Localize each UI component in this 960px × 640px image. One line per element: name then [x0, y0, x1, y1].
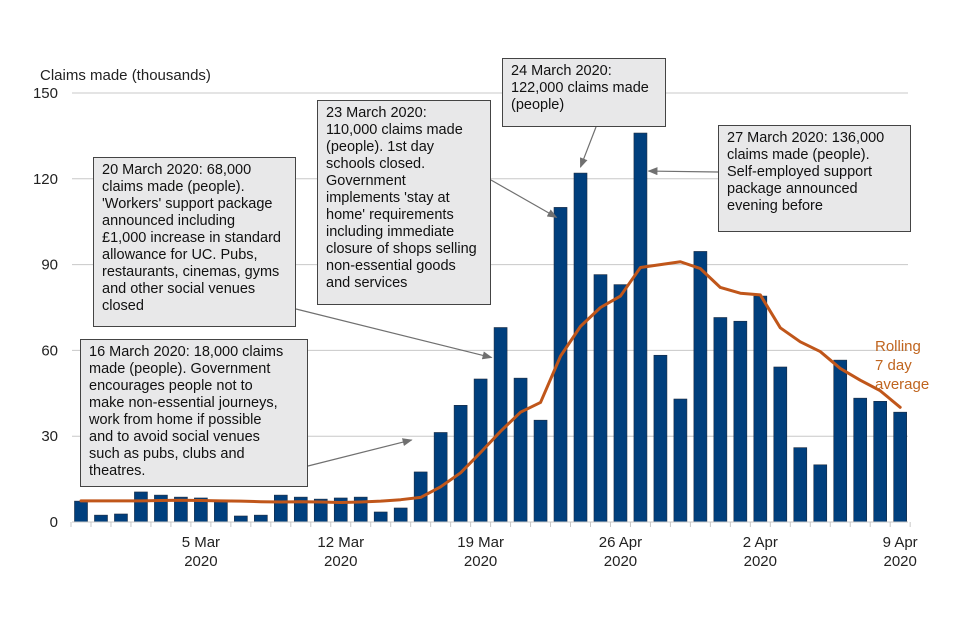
bar: [853, 397, 868, 523]
x-tick-label-year: 2020: [464, 553, 497, 570]
annotation-arrows: [295, 126, 719, 467]
rolling-average-label: Rolling 7 day average: [875, 338, 930, 393]
bar: [214, 501, 228, 523]
x-tick-label: 26 Apr: [599, 534, 642, 551]
annotation-arrow: [579, 126, 597, 169]
x-tick-label-year: 2020: [883, 553, 916, 570]
bar: [74, 500, 88, 523]
y-axis-ticks: 0 30 60 90 120 150: [33, 85, 58, 531]
bar: [513, 377, 528, 523]
bar: [893, 411, 907, 523]
bar: [753, 295, 768, 523]
y-axis-label: Claims made (thousands): [40, 67, 211, 84]
rolling-average-line: [79, 260, 902, 505]
bar: [773, 366, 788, 523]
y-tick-label: 0: [50, 514, 58, 531]
bar: [573, 172, 588, 523]
x-axis: 5 Mar 2020 12 Mar 2020 19 Mar 2020 26 Apr 2020 2…: [70, 521, 918, 570]
bar: [653, 354, 668, 523]
bar: [793, 447, 808, 523]
x-tick-label: 19 Mar: [457, 534, 504, 551]
bar: [873, 401, 888, 523]
annotation-27-march: 27 March 2020: 136,000 claims made (peop…: [718, 125, 911, 232]
x-tick-label-year: 2020: [604, 553, 637, 570]
annotation-arrow: [307, 438, 413, 467]
x-tick-label-year: 2020: [744, 553, 777, 570]
bar: [613, 284, 628, 523]
annotation-16-march: 16 March 2020: 18,000 claims made (peopl…: [80, 339, 308, 487]
x-tick-label: 2 Apr: [743, 534, 778, 551]
bar: [833, 359, 848, 523]
bar: [693, 251, 708, 523]
x-tick-label-year: 2020: [324, 553, 357, 570]
bar: [373, 511, 388, 523]
bar: [234, 515, 248, 523]
x-tick-label: 5 Mar: [182, 534, 220, 551]
bar: [393, 507, 408, 523]
y-tick-label: 60: [41, 342, 58, 359]
bar: [114, 513, 128, 523]
y-tick-label: 120: [33, 171, 58, 188]
x-tick-label: 9 Apr: [883, 534, 918, 551]
bar: [813, 464, 828, 523]
bar: [493, 327, 508, 523]
bar: [453, 405, 468, 523]
bar: [533, 419, 548, 523]
x-tick-label-year: 2020: [184, 553, 217, 570]
bar: [134, 491, 148, 523]
annotation-arrow: [647, 167, 719, 176]
rolling-average-series: [79, 260, 902, 505]
annotation-arrow: [490, 179, 558, 218]
bar: [673, 398, 688, 523]
bar: [254, 514, 268, 523]
bar: [273, 494, 288, 523]
bar: [433, 432, 448, 523]
annotation-20-march: 20 March 2020: 68,000 claims made (peopl…: [93, 157, 296, 327]
y-tick-label: 150: [33, 85, 58, 102]
x-tick-label: 12 Mar: [317, 534, 364, 551]
annotation-arrow: [295, 308, 493, 360]
bar-series: [74, 132, 907, 523]
bar: [733, 320, 748, 523]
y-tick-label: 30: [41, 428, 58, 445]
bar: [713, 317, 728, 523]
bar: [94, 514, 108, 523]
y-tick-label: 90: [41, 257, 58, 274]
annotation-24-march: 24 March 2020: 122,000 claims made (peop…: [502, 58, 666, 127]
bar: [633, 132, 648, 523]
annotation-23-march: 23 March 2020: 110,000 claims made (peop…: [317, 100, 491, 305]
